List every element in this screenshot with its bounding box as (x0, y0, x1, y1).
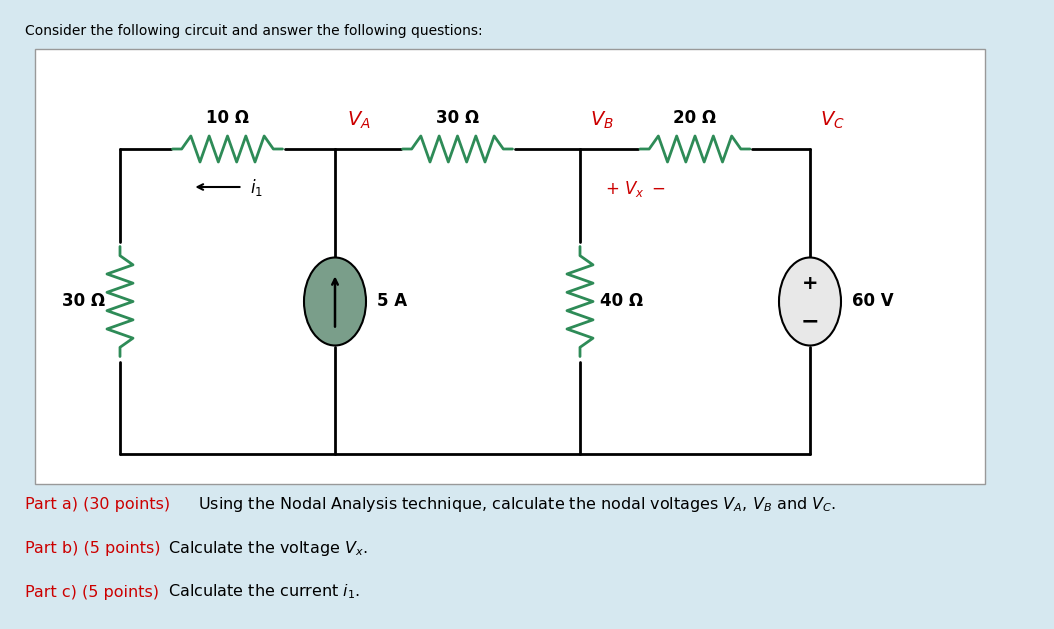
Text: 30 Ω: 30 Ω (62, 292, 105, 311)
Text: +: + (802, 274, 818, 293)
Text: Part c) (5 points): Part c) (5 points) (25, 584, 159, 599)
Text: $V_C$: $V_C$ (820, 109, 845, 131)
Text: $V_B$: $V_B$ (590, 109, 613, 131)
Text: $i_1$: $i_1$ (251, 177, 264, 198)
Text: Part b) (5 points): Part b) (5 points) (25, 542, 160, 557)
Text: 10 Ω: 10 Ω (206, 109, 249, 127)
Text: $+\ V_x\ -$: $+\ V_x\ -$ (605, 179, 665, 199)
Text: Calculate the current $i_1$.: Calculate the current $i_1$. (163, 582, 360, 601)
Text: Consider the following circuit and answer the following questions:: Consider the following circuit and answe… (25, 24, 483, 38)
Text: Using the Nodal Analysis technique, calculate the nodal voltages $V_A$, $V_B$ an: Using the Nodal Analysis technique, calc… (193, 494, 836, 513)
Text: 60 V: 60 V (852, 292, 894, 311)
Text: 40 Ω: 40 Ω (600, 292, 643, 311)
Text: −: − (801, 311, 819, 331)
Text: 5 A: 5 A (377, 292, 407, 311)
Ellipse shape (779, 257, 841, 345)
FancyBboxPatch shape (35, 49, 985, 484)
Text: 20 Ω: 20 Ω (674, 109, 717, 127)
Text: 30 Ω: 30 Ω (436, 109, 480, 127)
Text: Calculate the voltage $V_x$.: Calculate the voltage $V_x$. (163, 540, 368, 559)
Text: Part a) (30 points): Part a) (30 points) (25, 496, 170, 511)
Ellipse shape (304, 257, 366, 345)
Text: $V_A$: $V_A$ (347, 109, 371, 131)
